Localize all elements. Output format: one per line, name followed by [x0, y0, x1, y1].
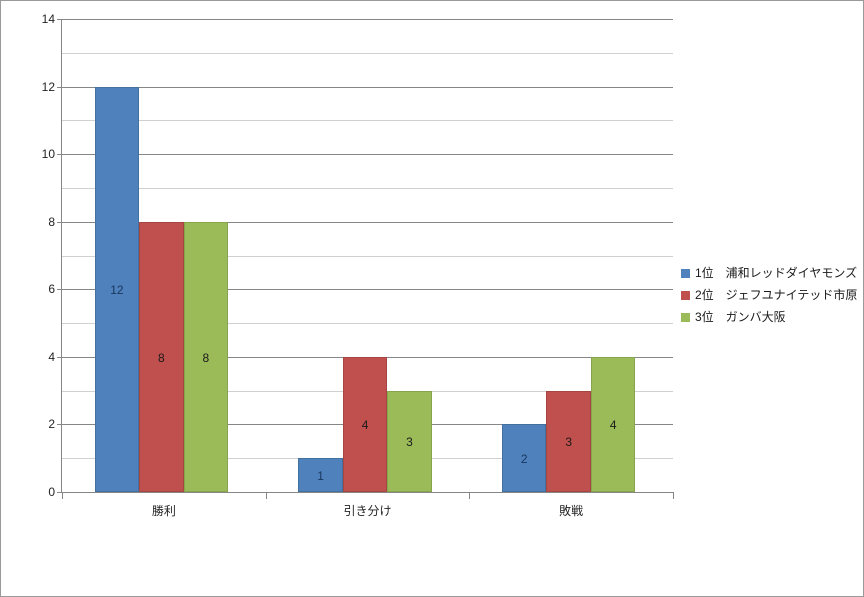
bar[interactable]: 12 [94, 86, 140, 492]
y-axis-tick-mark [57, 86, 62, 88]
gridline-major [62, 19, 673, 20]
bar[interactable]: 4 [342, 356, 388, 492]
bar[interactable]: 3 [387, 390, 432, 492]
y-axis-tick-mark [57, 154, 62, 156]
gridline-major [62, 86, 673, 88]
y-axis-tick-mark [57, 492, 62, 493]
y-axis-tick-mark [57, 424, 62, 426]
plot-area: 12 8 8 1 4 3 2 3 4 [62, 19, 673, 492]
legend-swatch-icon [681, 290, 690, 300]
legend-swatch-icon [681, 312, 690, 322]
legend-item[interactable]: 3位 ガンバ大阪 [681, 306, 861, 328]
y-axis-tick-mark [57, 356, 62, 358]
bar-value-label: 8 [158, 350, 165, 365]
bar[interactable]: 8 [183, 221, 229, 492]
x-axis-tick-label: 敗戦 [559, 504, 584, 518]
y-axis-tick-label: 4 [48, 349, 55, 364]
gridline-minor [62, 120, 673, 122]
x-axis-tick-mark [62, 493, 63, 499]
y-axis-tick-mark [57, 19, 62, 20]
y-axis-tick-mark [57, 289, 62, 291]
y-axis-tick-mark [57, 221, 62, 223]
gridline-minor [62, 323, 673, 325]
bar[interactable]: 4 [590, 356, 636, 492]
bar[interactable]: 3 [546, 390, 591, 492]
legend-item-label: 3位 ガンバ大阪 [695, 310, 786, 324]
y-axis-label-group: 0 2 4 6 8 10 12 14 [1, 1, 55, 596]
bar[interactable]: 8 [139, 221, 184, 492]
bar-value-label: 1 [317, 469, 324, 484]
bar-value-label: 2 [520, 452, 528, 467]
gridline-major [62, 221, 673, 223]
y-axis-line [61, 19, 62, 493]
legend-item[interactable]: 2位 ジェフユナイテッド市原 [681, 284, 861, 306]
y-axis-tick-label: 12 [41, 79, 55, 94]
legend: 1位 浦和レッドダイヤモンズ 2位 ジェフユナイテッド市原 3位 ガンバ大阪 [681, 262, 861, 328]
legend-item[interactable]: 1位 浦和レッドダイヤモンズ [681, 262, 861, 284]
x-axis-tick-label: 引き分け [343, 504, 392, 518]
x-axis-tick-mark [265, 493, 267, 499]
bar-value-label: 12 [110, 283, 124, 298]
legend-item-label: 1位 浦和レッドダイヤモンズ [695, 266, 858, 280]
y-axis-tick-label: 6 [48, 282, 55, 297]
gridline-minor [62, 187, 673, 189]
bar[interactable]: 2 [502, 424, 547, 492]
bar[interactable]: 1 [298, 458, 343, 492]
y-axis-tick-label: 0 [48, 485, 55, 499]
bar-value-label: 4 [361, 418, 369, 433]
x-axis-tick-mark [469, 493, 471, 499]
y-axis-tick-label: 14 [41, 12, 55, 26]
legend-swatch-icon [681, 268, 690, 278]
gridline-minor [62, 52, 673, 54]
x-axis-tick-mark [673, 493, 674, 499]
y-axis-tick-label: 2 [48, 417, 55, 432]
gridline-major [62, 154, 673, 156]
x-axis-line [62, 492, 674, 493]
bar-value-label: 3 [565, 435, 573, 450]
bar-value-label: 4 [609, 418, 617, 433]
x-axis-tick-label: 勝利 [151, 504, 176, 518]
bar-value-label: 3 [406, 435, 413, 450]
bar-value-label: 8 [202, 350, 210, 365]
legend-item-label: 2位 ジェフユナイテッド市原 [695, 288, 858, 302]
y-axis-tick-label: 8 [48, 214, 55, 229]
gridline-minor [62, 255, 673, 257]
y-axis-tick-label: 10 [41, 147, 55, 162]
gridline-major [62, 289, 673, 291]
